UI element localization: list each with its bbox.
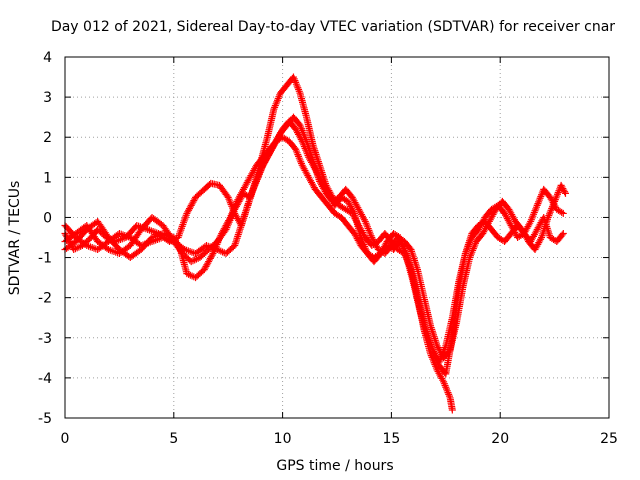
data-point [449,406,456,413]
x-tick-label: 5 [169,431,178,447]
chart-canvas: Day 012 of 2021, Sidereal Day-to-day VTE… [0,0,640,480]
y-tick-label: -5 [38,411,52,427]
y-tick-label: -1 [38,251,52,267]
y-tick-label: 1 [43,170,52,186]
y-tick-label: -4 [38,371,52,387]
y-tick-label: 0 [43,210,52,226]
x-tick-label: 0 [61,431,70,447]
y-tick-label: 2 [43,130,52,146]
x-tick-label: 15 [382,431,400,447]
y-tick-label: -2 [38,291,52,307]
x-tick-label: 10 [274,431,292,447]
y-tick-labels: -5 -4 -3 -2 -1 0 1 2 3 4 [38,50,52,427]
y-axis-label: SDTVAR / TECUs [7,181,23,296]
x-tick-label: 25 [600,431,618,447]
data-points [62,74,569,414]
y-tick-label: 4 [43,50,52,66]
x-tick-labels: 0 5 10 15 20 25 [61,431,618,447]
chart-title: Day 012 of 2021, Sidereal Day-to-day VTE… [51,19,615,35]
y-tick-label: -3 [38,331,52,347]
x-axis-label: GPS time / hours [276,458,393,474]
y-tick-label: 3 [43,90,52,106]
x-tick-label: 20 [491,431,509,447]
